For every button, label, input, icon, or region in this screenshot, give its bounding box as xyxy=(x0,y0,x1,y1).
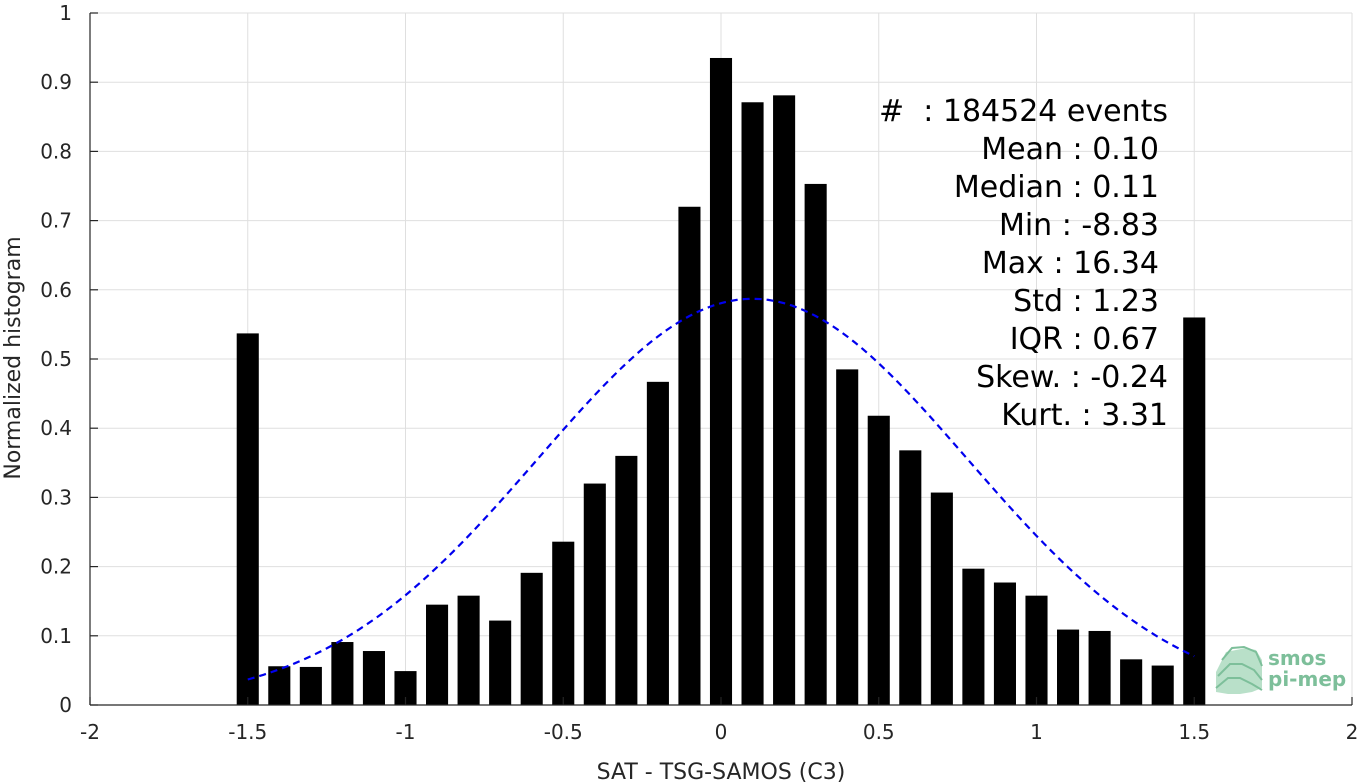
histogram-bar xyxy=(962,568,985,705)
y-tick-label: 0.2 xyxy=(40,555,72,579)
histogram-bar xyxy=(1120,659,1143,705)
x-tick-label: -2 xyxy=(80,720,100,744)
stat-max: Max : 16.34 xyxy=(982,246,1159,281)
y-tick-label: 1 xyxy=(59,1,72,25)
histogram-bar xyxy=(804,183,827,705)
histogram-bar xyxy=(1057,629,1080,705)
smos-pi-mep-logo: smos pi-mep xyxy=(1215,645,1346,694)
x-tick-label: 1 xyxy=(1030,720,1043,744)
histogram-bar xyxy=(678,206,701,705)
stat-iqr: IQR : 0.67 xyxy=(1010,322,1159,357)
histogram-bar xyxy=(457,595,480,705)
histogram-bar xyxy=(583,483,606,705)
histogram-bar xyxy=(709,57,733,706)
histogram-bar xyxy=(520,572,543,705)
stat-min: Min : -8.83 xyxy=(999,208,1159,243)
stat-count: # : 184524 events xyxy=(879,94,1168,129)
histogram-bar xyxy=(930,492,953,705)
statistics-box: # : 184524 events Mean : 0.10 Median : 0… xyxy=(879,94,1168,433)
histogram-bar xyxy=(394,671,417,705)
x-tick-label: 0 xyxy=(715,720,728,744)
histogram-bars xyxy=(236,57,1206,706)
logo-line1: smos xyxy=(1268,646,1326,670)
x-tick-label: -1.5 xyxy=(228,720,267,744)
y-tick-label: 0 xyxy=(59,693,72,717)
y-tick-label: 0.5 xyxy=(40,347,72,371)
logo-line2: pi-mep xyxy=(1268,667,1346,691)
stat-kurt: Kurt. : 3.31 xyxy=(1001,398,1168,433)
histogram-bar xyxy=(1151,665,1174,705)
y-tick-label: 0.9 xyxy=(40,70,72,94)
histogram-bar xyxy=(236,333,259,705)
histogram-bar xyxy=(615,455,638,705)
histogram-bar xyxy=(268,666,291,705)
histogram-bar xyxy=(362,651,385,705)
y-tick-label: 0.3 xyxy=(40,485,72,509)
logo-wave-icon xyxy=(1215,645,1263,694)
histogram-bar xyxy=(993,582,1016,705)
y-tick-label: 0.1 xyxy=(40,624,72,648)
histogram-bar xyxy=(1088,630,1111,705)
stat-skew: Skew. : -0.24 xyxy=(976,360,1168,395)
x-tick-label: 0.5 xyxy=(863,720,895,744)
x-tick-label: 1.5 xyxy=(1178,720,1210,744)
histogram-bar xyxy=(773,95,796,705)
histogram-bar xyxy=(1025,595,1048,705)
y-axis-title: Normalized histogram xyxy=(1,236,26,479)
y-tick-label: 0.7 xyxy=(40,209,72,233)
histogram-bar xyxy=(489,620,512,705)
y-tick-label: 0.6 xyxy=(40,278,72,302)
histogram-bar xyxy=(646,381,669,705)
tick-labels: -2 -1.5 -1 -0.5 0 0.5 1 1.5 2 0 0.1 0.2 0.3 0.4 0.5 0.6… xyxy=(40,1,1358,744)
stat-std: Std : 1.23 xyxy=(1013,284,1159,319)
y-tick-label: 0.4 xyxy=(40,416,72,440)
x-tick-label: -1 xyxy=(396,720,416,744)
histogram-bar xyxy=(836,369,859,705)
histogram-bar xyxy=(1183,317,1206,705)
histogram-bar xyxy=(867,415,890,705)
stat-median: Median : 0.11 xyxy=(954,170,1159,205)
histogram-bar xyxy=(299,666,322,705)
histogram-bar xyxy=(331,642,354,705)
histogram-bar xyxy=(899,450,922,705)
x-axis-title: SAT - TSG-SAMOS (C3) xyxy=(597,760,846,784)
x-tick-label: -0.5 xyxy=(544,720,583,744)
y-tick-label: 0.8 xyxy=(40,139,72,163)
histogram-bar xyxy=(426,604,449,705)
gaussian-fit-line xyxy=(247,297,1195,681)
histogram-bar xyxy=(552,541,575,705)
x-tick-label: 2 xyxy=(1346,720,1359,744)
axes xyxy=(89,12,1353,706)
gaussian-fit xyxy=(247,297,1195,681)
stat-mean: Mean : 0.10 xyxy=(981,132,1159,167)
histogram-bar xyxy=(741,102,764,705)
